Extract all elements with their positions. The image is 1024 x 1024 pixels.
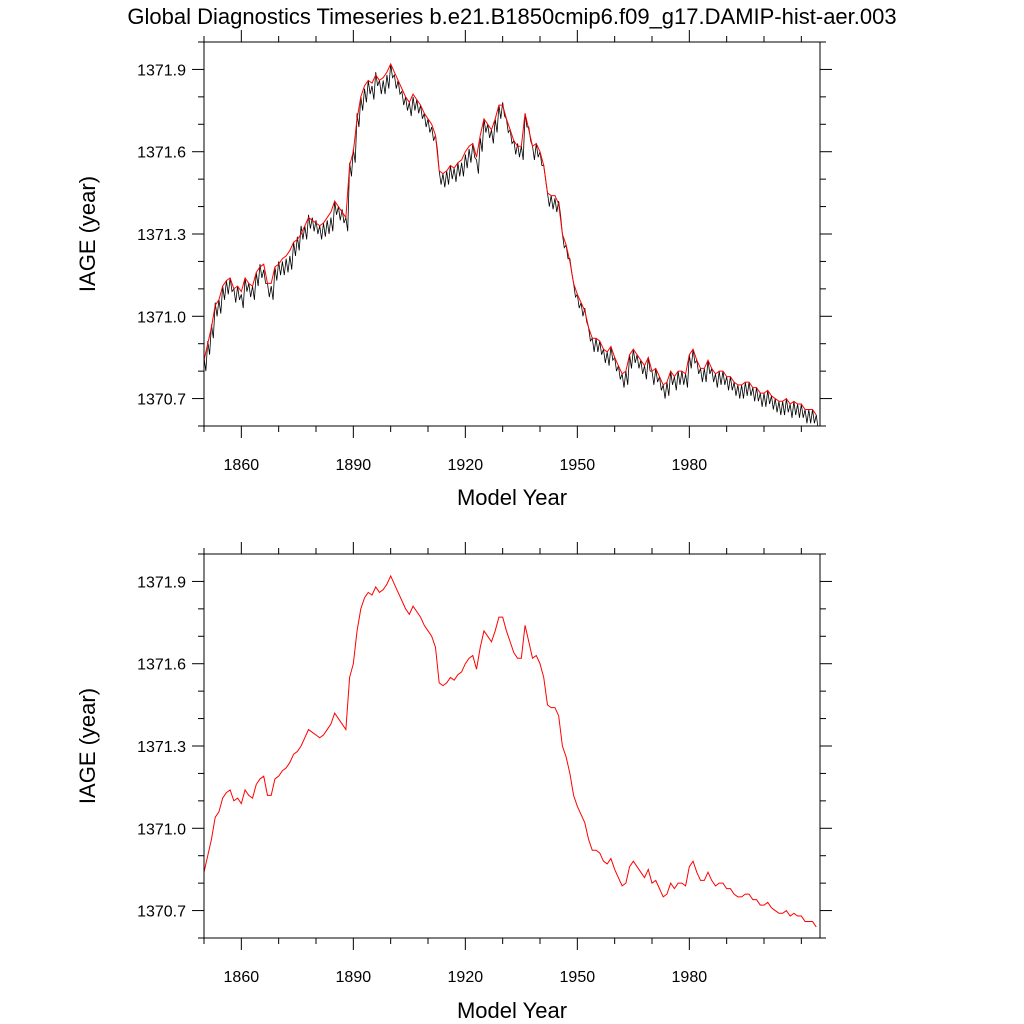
x-tick-label: 1920	[448, 969, 484, 986]
y-tick-label: 1371.3	[137, 739, 186, 756]
x-tick-label: 1950	[560, 969, 596, 986]
series-annual-mean-line	[204, 574, 817, 928]
y-tick-label: 1371.9	[137, 574, 186, 591]
y-axis-label: IAGE (year)	[75, 176, 100, 292]
x-tick-label: 1980	[672, 457, 708, 474]
x-tick-label: 1860	[224, 969, 260, 986]
y-tick-label: 1371.6	[137, 657, 186, 674]
figure-title: Global Diagnostics Timeseries b.e21.B185…	[127, 4, 896, 29]
series-annual-mean-line	[204, 62, 817, 416]
x-tick-label: 1860	[224, 457, 260, 474]
x-tick-label: 1920	[448, 457, 484, 474]
y-tick-label: 1371.9	[137, 62, 186, 79]
panel-bottom: 1860 1890 1920 1950 1980 1370.7 1371.0 1371.3 13…	[75, 542, 832, 1023]
x-axis-label: Model Year	[457, 485, 567, 510]
y-tick-label: 1371.0	[137, 309, 186, 326]
x-tick-label: 1890	[336, 969, 372, 986]
panel-top: 1860 1890 1920 1950 1980 1370.7 1371.0 1371.3 13…	[75, 30, 832, 510]
x-axis-label: Model Year	[457, 998, 567, 1023]
x-tick-label: 1890	[336, 457, 372, 474]
series-raw-monthly-line	[204, 63, 819, 426]
y-tick-label: 1370.7	[137, 392, 186, 409]
y-tick-label: 1371.0	[137, 821, 186, 838]
y-axis-label: IAGE (year)	[75, 688, 100, 804]
y-tick-label: 1371.6	[137, 145, 186, 162]
x-tick-label: 1950	[560, 457, 596, 474]
y-tick-label: 1370.7	[137, 904, 186, 921]
x-tick-label: 1980	[672, 969, 708, 986]
y-tick-label: 1371.3	[137, 227, 186, 244]
